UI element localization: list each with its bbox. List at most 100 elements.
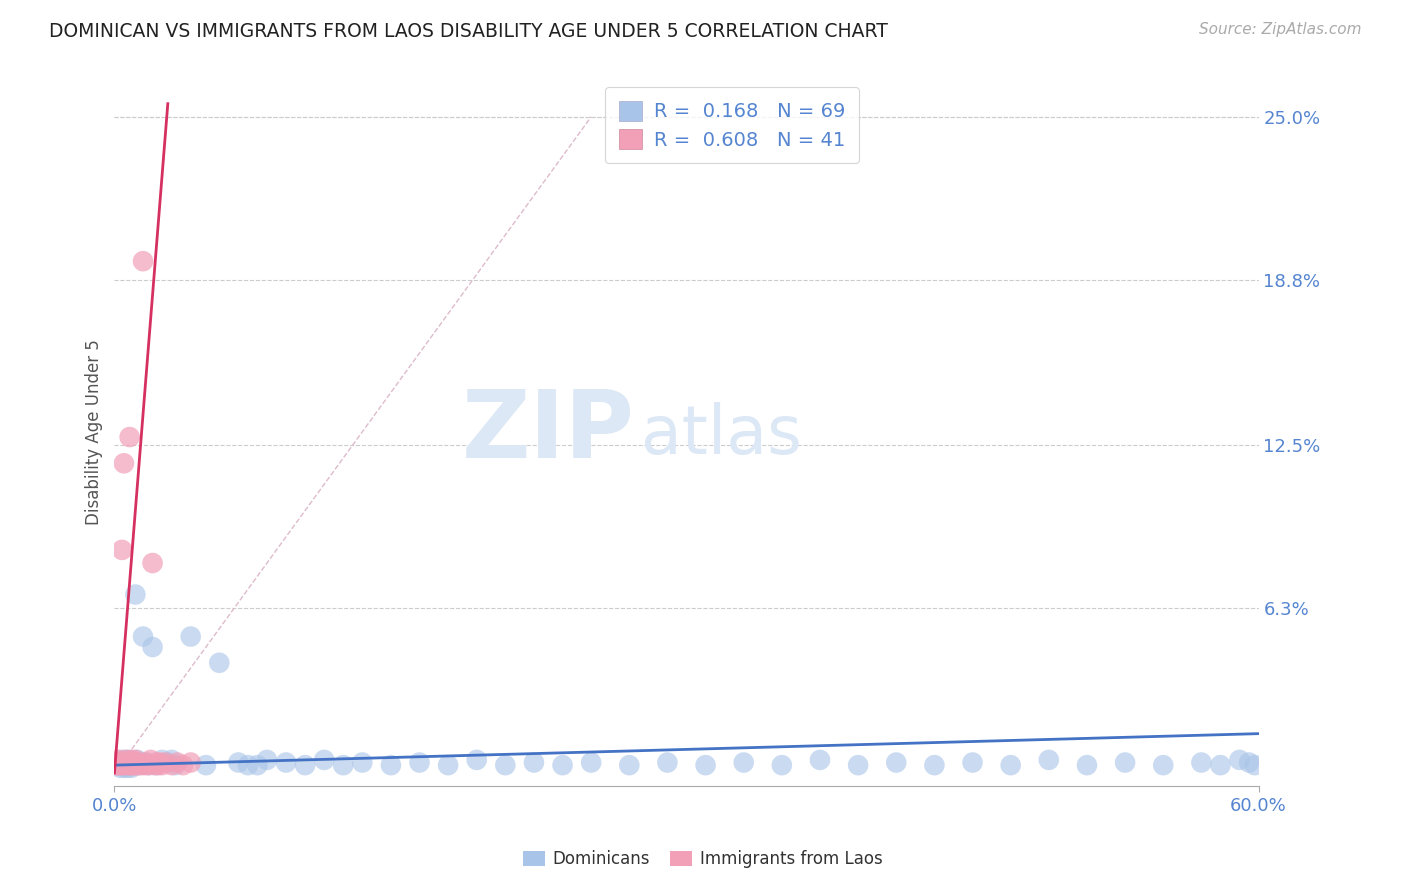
Point [332,758,354,772]
Point [105,756,128,770]
Point [127,758,149,772]
Point [105,758,128,772]
Point [657,756,679,770]
Point [228,756,250,770]
Point [139,753,162,767]
Point [112,456,135,470]
Point [494,758,516,772]
Point [118,430,141,444]
Point [108,756,131,770]
Point [166,756,188,770]
Point [121,761,143,775]
Point [314,753,336,767]
Point [465,753,488,767]
Point [108,756,131,770]
Point [118,753,141,767]
Point [770,758,793,772]
Point [160,758,183,772]
Point [107,753,129,767]
Point [619,758,641,772]
Point [135,756,157,770]
Point [884,756,907,770]
Point [160,753,183,767]
Point [172,758,194,772]
Point [145,756,167,770]
Point [1152,758,1174,772]
Point [117,756,139,770]
Point [108,758,131,772]
Point [138,758,160,772]
Point [112,758,135,772]
Point [808,753,831,767]
Point [180,630,202,644]
Point [134,758,156,772]
Point [124,753,146,767]
Point [294,758,316,772]
Legend: R =  0.168   N = 69, R =  0.608   N = 41: R = 0.168 N = 69, R = 0.608 N = 41 [606,87,859,163]
Point [962,756,984,770]
Point [733,756,755,770]
Point [1237,756,1260,770]
Text: Source: ZipAtlas.com: Source: ZipAtlas.com [1198,22,1361,37]
Point [115,758,138,772]
Point [112,761,135,775]
Point [122,756,145,770]
Point [156,756,179,770]
Point [256,753,278,767]
Point [107,758,129,772]
Point [132,254,155,268]
Point [846,758,869,772]
Point [148,758,170,772]
Point [145,758,167,772]
Point [180,756,202,770]
Point [1114,756,1136,770]
Point [122,756,145,770]
Point [121,753,143,767]
Text: DOMINICAN VS IMMIGRANTS FROM LAOS DISABILITY AGE UNDER 5 CORRELATION CHART: DOMINICAN VS IMMIGRANTS FROM LAOS DISABI… [49,22,889,41]
Point [118,758,141,772]
Point [380,758,402,772]
Point [352,756,374,770]
Point [134,756,156,770]
Point [924,758,946,772]
Point [122,758,145,772]
Point [150,753,173,767]
Point [408,756,430,770]
Point [111,758,134,772]
Point [141,640,163,654]
Point [165,758,187,772]
Point [124,758,146,772]
Point [194,758,217,772]
Point [112,756,135,770]
Point [115,756,138,770]
Point [128,758,150,772]
Point [108,761,131,775]
Point [111,758,134,772]
Point [141,556,163,570]
Y-axis label: Disability Age Under 5: Disability Age Under 5 [86,339,103,524]
Text: atlas: atlas [641,402,801,468]
Point [129,758,152,772]
Point [1209,758,1232,772]
Point [128,756,150,770]
Point [149,756,172,770]
Point [246,758,269,772]
Point [150,758,173,772]
Point [1076,758,1098,772]
Point [274,756,297,770]
Point [111,542,134,557]
Point [107,758,129,772]
Point [1243,758,1265,772]
Point [132,630,155,644]
Point [1229,753,1251,767]
Point [143,758,166,772]
Point [118,758,141,772]
Text: ZIP: ZIP [463,386,636,478]
Point [1038,753,1060,767]
Point [111,753,134,767]
Point [695,758,717,772]
Point [121,758,143,772]
Point [523,756,546,770]
Point [437,758,460,772]
Point [236,758,259,772]
